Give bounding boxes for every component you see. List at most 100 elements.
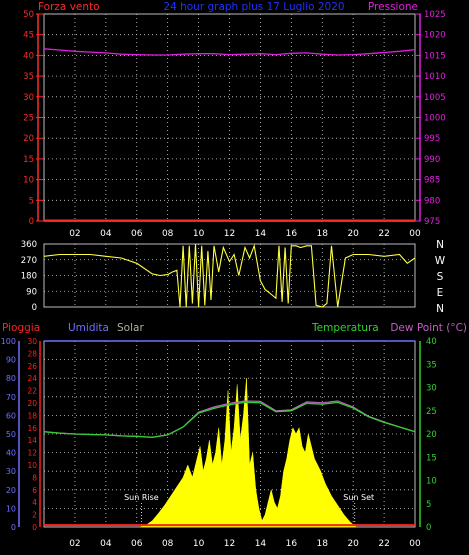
rain-tick-label: 2: [32, 511, 37, 520]
wind-direction-frame: [43, 243, 416, 308]
pressure-tick-label: 980: [424, 196, 440, 206]
rain-legend: Pioggia: [2, 322, 40, 334]
x-tick-label: 20: [347, 539, 359, 549]
rain-tick-label: 4: [32, 498, 37, 507]
temperature-tick-label: 20: [426, 430, 437, 440]
rain-tick-label: 6: [32, 486, 37, 495]
wind-tick-label: 30: [23, 93, 34, 103]
x-tick-label: 06: [131, 539, 143, 549]
x-tick-label: 12: [224, 229, 235, 239]
temperature-tick-label: 30: [426, 384, 437, 394]
x-tick-label: 02: [69, 229, 80, 239]
compass-label: S: [437, 271, 444, 283]
humidity-tick-label: 60: [6, 411, 16, 420]
x-tick-label: 18: [317, 539, 329, 549]
wind-tick-label: 0: [29, 217, 34, 227]
pressure-tick-label: 990: [424, 155, 440, 165]
pressure-tick-label: 1015: [424, 51, 446, 61]
wind-tick-label: 25: [23, 114, 34, 124]
rain-tick-label: 22: [27, 387, 37, 396]
direction-tick-label: 360: [21, 240, 37, 250]
x-tick-label: 08: [162, 539, 174, 549]
pressure-tick-label: 1000: [424, 114, 446, 124]
pressure-line: [43, 48, 416, 56]
temperature-tick-label: 15: [426, 453, 437, 463]
wind-tick-label: 50: [23, 10, 34, 20]
x-tick-label: 16: [286, 229, 298, 239]
x-tick-label: 04: [100, 229, 112, 239]
wind-tick-label: 5: [29, 196, 34, 206]
wind-tick-label: 35: [23, 72, 34, 82]
sunrise-label: Sun Rise: [124, 493, 159, 502]
x-tick-label: 14: [255, 539, 267, 549]
wind-tick-label: 45: [23, 31, 34, 41]
x-tick-label: 22: [378, 539, 389, 549]
wind-tick-label: 10: [23, 176, 34, 186]
direction-tick-label: 0: [32, 303, 37, 313]
humidity-tick-label: 80: [6, 374, 16, 383]
x-tick-label: 10: [193, 539, 205, 549]
compass-label: N: [436, 303, 444, 315]
rain-tick-label: 10: [27, 461, 37, 470]
rain-tick-label: 16: [27, 424, 37, 433]
x-tick-label: 00: [409, 229, 421, 239]
wind-tick-label: 20: [23, 134, 34, 144]
compass-label: E: [437, 287, 444, 299]
temperature-legend: Temperatura: [311, 322, 379, 334]
temperature-tick-label: 35: [426, 360, 437, 370]
temperature-tick-label: 10: [426, 477, 437, 487]
x-tick-label: 00: [409, 539, 421, 549]
wind-force-label: Forza vento: [38, 1, 100, 13]
sunset-label: Sun Set: [343, 493, 374, 502]
wind-tick-label: 40: [23, 51, 34, 61]
humidity-tick-label: 10: [6, 504, 16, 513]
humidity-tick-label: 90: [6, 356, 16, 365]
humidity-tick-label: 40: [6, 449, 16, 458]
x-tick-label: 22: [378, 229, 389, 239]
rain-humidity-temperature-panel: 02 04 06 08 10 12 14 16 18 20 22 000102030405060708…: [1, 337, 437, 549]
rain-tick-label: 28: [27, 349, 37, 358]
pressure-tick-label: 1005: [424, 93, 446, 103]
temperature-tick-label: 5: [426, 500, 431, 510]
x-tick-label: 08: [162, 229, 174, 239]
direction-tick-label: 180: [21, 272, 37, 282]
x-tick-label: 04: [100, 539, 112, 549]
pressure-tick-label: 1010: [424, 72, 446, 82]
rain-tick-label: 0: [32, 523, 37, 532]
x-tick-label: 12: [224, 539, 235, 549]
temperature-line: [43, 401, 416, 438]
humidity-tick-label: 20: [6, 486, 16, 495]
dew-point-legend: Dew Point (°C): [390, 322, 467, 334]
direction-tick-label: 90: [26, 287, 37, 297]
wind-pressure-panel: 02 04 06 08 10 12 14 16 18 20 22 000510152025303540…: [23, 10, 445, 239]
rain-tick-label: 8: [32, 473, 37, 482]
x-tick-label: 16: [286, 539, 298, 549]
pressure-tick-label: 1025: [424, 10, 446, 20]
humidity-tick-label: 30: [6, 467, 16, 476]
temperature-tick-label: 0: [426, 523, 431, 533]
rain-tick-label: 30: [27, 337, 37, 346]
x-tick-label: 10: [193, 229, 205, 239]
rain-tick-label: 12: [27, 449, 37, 458]
compass-label: N: [436, 239, 444, 251]
wind-pressure-frame: [43, 13, 416, 222]
x-tick-label: 20: [347, 229, 359, 239]
rain-tick-label: 20: [27, 399, 37, 408]
solar-legend: Solar: [117, 322, 144, 334]
x-tick-label: 06: [131, 229, 143, 239]
graph-title: 24 hour graph plus 17 Luglio 2020: [163, 1, 344, 13]
rain-tick-label: 24: [27, 374, 37, 383]
x-tick-label: 18: [317, 229, 329, 239]
temperature-tick-label: 25: [426, 407, 437, 417]
compass-label: W: [435, 255, 446, 267]
rain-tick-label: 14: [27, 436, 37, 445]
humidity-tick-label: 100: [1, 337, 16, 346]
humidity-tick-label: 70: [6, 393, 16, 402]
pressure-tick-label: 985: [424, 176, 440, 186]
pressure-tick-label: 995: [424, 134, 440, 144]
pressure-tick-label: 975: [424, 217, 440, 227]
humidity-tick-label: 50: [6, 430, 16, 439]
x-tick-label: 14: [255, 229, 267, 239]
